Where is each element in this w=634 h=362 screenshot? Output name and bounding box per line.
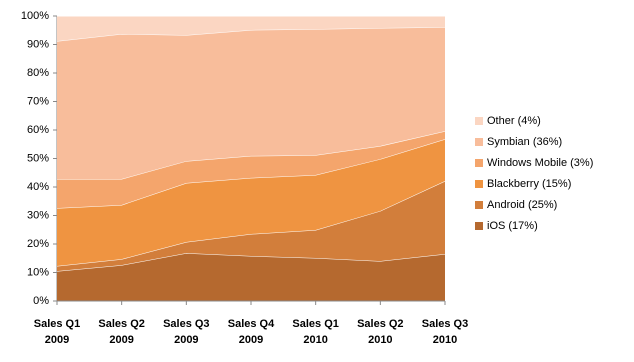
y-tick-label: 70% [27, 95, 49, 107]
x-tick-label: Sales Q3 2010 [421, 318, 469, 346]
x-tick-label: Sales Q1 2010 [292, 318, 339, 346]
x-tick-label: Sales Q1 2009 [33, 318, 81, 346]
legend-label: Symbian (36%) [487, 136, 562, 148]
legend-swatch [475, 117, 483, 125]
area [57, 181, 445, 272]
x-tick-label: Sales Q4 2009 [227, 318, 275, 346]
legend-label: Other (4%) [487, 115, 541, 127]
y-tick-label: 80% [27, 67, 49, 79]
legend-swatch [475, 138, 483, 146]
legend-label: Blackberry (15%) [487, 178, 571, 190]
legend-swatch [475, 201, 483, 209]
x-tick-label: Sales Q3 2009 [163, 318, 210, 346]
legend-swatch [475, 180, 483, 188]
y-tick-label: 60% [27, 124, 49, 136]
y-tick-label: 0% [33, 295, 49, 307]
legend-label: Android (25%) [487, 199, 557, 211]
y-tick-label: 10% [27, 266, 49, 278]
y-tick-label: 50% [27, 152, 49, 164]
area [57, 16, 445, 42]
area [57, 253, 445, 301]
y-tick-label: 100% [21, 10, 49, 22]
x-tick-label: Sales Q2 2009 [98, 318, 145, 346]
legend-swatch [475, 222, 483, 230]
area [57, 27, 445, 180]
y-tick-label: 90% [27, 38, 49, 50]
legend-swatch [475, 159, 483, 167]
y-tick-label: 40% [27, 181, 49, 193]
legend-label: Windows Mobile (3%) [487, 157, 593, 169]
area [57, 131, 445, 209]
x-tick-label: Sales Q2 2010 [357, 318, 404, 346]
y-tick-label: 30% [27, 209, 49, 221]
y-tick-label: 20% [27, 238, 49, 250]
legend-label: iOS (17%) [487, 220, 538, 232]
area [57, 139, 445, 266]
